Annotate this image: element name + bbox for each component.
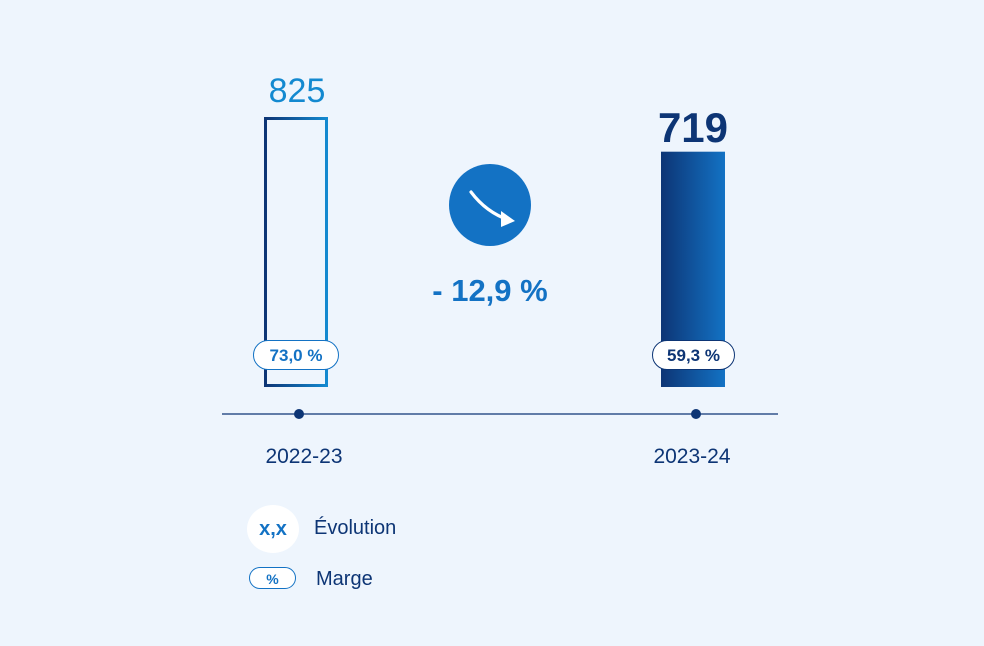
legend-evolution-badge: x,x <box>247 505 299 553</box>
x-tick-label-2023-24: 2023-24 <box>653 445 731 468</box>
x-axis-dot-2023-24 <box>691 409 701 419</box>
legend-margin-badge: % <box>249 567 296 589</box>
bar-value-label-2022-23: 825 <box>268 72 326 110</box>
margin-badge-2022-23: 73,0 % <box>253 340 339 370</box>
x-tick-label-2022-23: 2022-23 <box>265 445 343 468</box>
bar-value-label-2023-24: 719 <box>657 104 729 151</box>
x-axis-dot-2022-23 <box>294 409 304 419</box>
evolution-value: - 12,9 % <box>432 273 548 308</box>
legend-evolution-label: Évolution <box>314 517 397 539</box>
bar-2022-23 <box>264 117 328 387</box>
legend-margin-label: Marge <box>316 568 373 590</box>
margin-badge-2023-24: 59,3 % <box>652 340 735 370</box>
arrow-down-right-icon <box>449 164 531 246</box>
